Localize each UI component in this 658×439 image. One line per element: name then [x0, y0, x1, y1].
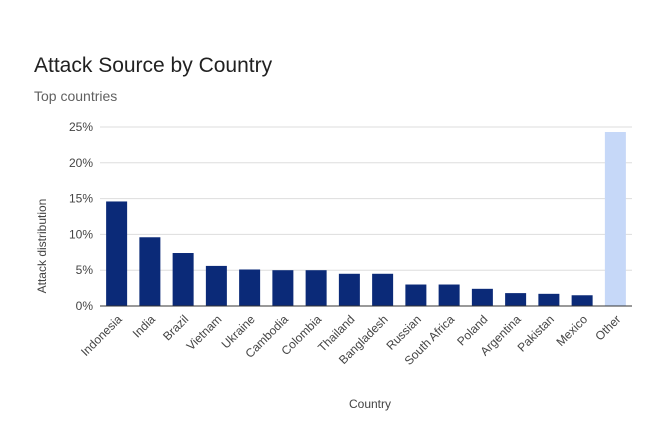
y-tick-label: 25%: [69, 120, 93, 134]
bar-argentina: [505, 293, 527, 306]
x-tick-label: Pakistan: [515, 312, 557, 354]
bar-india: [139, 237, 161, 306]
x-axis-title: Country: [349, 397, 391, 411]
x-tick-label: Indonesia: [78, 312, 125, 359]
y-axis-ticks: 0% 5% 10% 15% 20% 25%: [69, 120, 93, 313]
bar-brazil: [172, 253, 194, 306]
x-tick-label: Brazil: [160, 312, 191, 343]
y-tick-label: 10%: [69, 227, 93, 241]
bar-south-africa: [438, 284, 460, 306]
bar-indonesia: [106, 201, 128, 306]
y-tick-label: 15%: [69, 192, 93, 206]
bar-thailand: [338, 273, 360, 306]
bar-poland: [471, 288, 493, 306]
chart-title: Attack Source by Country: [34, 54, 273, 77]
x-tick-label: Other: [592, 312, 623, 343]
x-tick-label: Vietnam: [184, 312, 225, 353]
x-tick-label: India: [130, 312, 159, 341]
x-axis-ticks: Indonesia India BrazilVietnamUkraineCambod…: [78, 312, 623, 368]
bar-russian: [405, 284, 427, 306]
bar-bangladesh: [372, 273, 394, 306]
x-tick-label: Mexico: [553, 312, 590, 349]
y-tick-label: 20%: [69, 156, 93, 170]
y-axis-title: Attack distribution: [35, 199, 49, 294]
y-tick-label: 5%: [76, 263, 94, 277]
bar-vietnam: [205, 265, 227, 306]
chart-subtitle: Top countries: [34, 88, 118, 104]
bar-colombia: [305, 270, 327, 306]
bar-pakistan: [538, 293, 560, 306]
bar-other: [604, 132, 626, 306]
bars: [106, 132, 626, 306]
bar-cambodia: [272, 270, 294, 306]
bar-mexico: [571, 295, 593, 306]
gridlines: [100, 126, 632, 271]
bar-ukraine: [239, 269, 261, 306]
y-tick-label: 0%: [76, 299, 94, 313]
